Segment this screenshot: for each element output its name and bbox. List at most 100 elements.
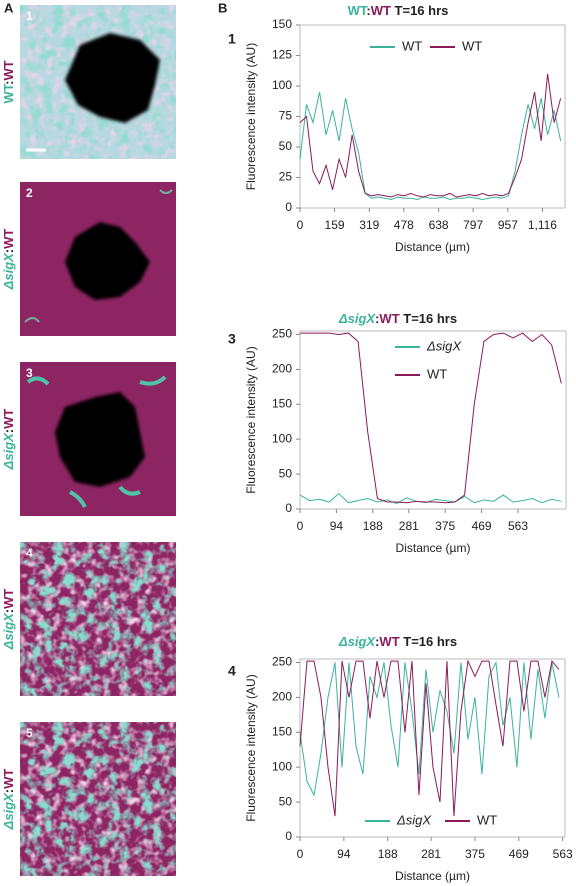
image-texture: [20, 722, 176, 876]
x-axis-title: Distance (µm): [396, 541, 471, 555]
y-tick-label: 0: [285, 501, 292, 515]
text-part: :: [1, 789, 16, 793]
legend-label: ΔsigX: [396, 812, 432, 827]
x-tick-label: 0: [297, 847, 304, 861]
x-tick-label: 94: [337, 847, 351, 861]
y-axis-title: Fluorescence intensity (AU): [244, 43, 258, 190]
x-axis-title: Distance (µm): [395, 240, 470, 254]
x-tick-label: 281: [399, 519, 419, 533]
x-tick-label: 638: [429, 218, 449, 232]
text-part: ΔsigX: [1, 612, 16, 651]
y-tick-label: 100: [272, 759, 292, 773]
plot-frame: [299, 658, 566, 838]
plot-frame: [299, 330, 567, 510]
x-tick-label: 563: [553, 847, 573, 861]
image-label: ΔsigX:WT: [1, 229, 16, 291]
panel-label: 3: [228, 331, 236, 347]
text-part: WT: [348, 3, 368, 18]
image-number: 5: [26, 726, 33, 740]
legend-label: WT: [477, 812, 497, 827]
y-tick-label: 150: [272, 724, 292, 738]
x-tick-label: 159: [325, 218, 345, 232]
dark-region: [55, 392, 145, 487]
text-part: WT: [379, 311, 399, 326]
x-tick-label: 319: [359, 218, 379, 232]
image-number: 2: [26, 186, 33, 200]
y-tick-label: 50: [279, 139, 293, 153]
chart-title: ΔsigX:WT T=16 hrs: [338, 634, 457, 649]
x-tick-label: 1,116: [528, 218, 557, 232]
text-part: WT: [1, 83, 16, 103]
text-part: T=16 hrs: [400, 311, 457, 326]
legend-label: WT: [462, 38, 482, 53]
y-tick-label: 75: [279, 109, 293, 123]
y-tick-label: 0: [285, 200, 292, 214]
image-number: 4: [26, 546, 33, 560]
image-number: 3: [26, 366, 33, 380]
text-part: :: [1, 609, 16, 613]
image-column: A B 1WT:WT2ΔsigX:WT3ΔsigX:WT4ΔsigX:WT5Δs…: [1, 0, 227, 876]
y-axis-title: Fluorescence intensity (AU): [244, 346, 258, 493]
y-tick-label: 125: [272, 48, 292, 62]
text-part: WT: [379, 634, 399, 649]
dark-region: [65, 222, 150, 300]
legend-label: WT: [402, 38, 422, 53]
cell-cluster: [24, 189, 173, 323]
chart: ΔsigX:WT T=16 hrs 3 Fluorescence intensity…: [228, 311, 567, 555]
text-part: WT: [371, 3, 391, 18]
dark-region: [65, 33, 160, 123]
cell-cluster: [26, 375, 167, 508]
x-tick-label: 94: [330, 519, 344, 533]
x-tick-label: 375: [465, 847, 485, 861]
y-tick-label: 25: [279, 170, 293, 184]
text-part: T=16 hrs: [400, 634, 457, 649]
text-part: WT: [1, 589, 16, 609]
data-line: [299, 91, 562, 200]
y-tick-label: 50: [279, 794, 293, 808]
panel-label: 1: [228, 31, 236, 47]
data-line: [299, 660, 560, 797]
y-tick-label: 100: [272, 78, 292, 92]
y-tick-label: 50: [279, 466, 293, 480]
x-tick-label: 281: [421, 847, 441, 861]
text-part: :: [375, 634, 379, 649]
x-tick-label: 469: [509, 847, 529, 861]
micrograph: 5: [20, 722, 176, 876]
x-tick-label: 188: [363, 519, 383, 533]
panel-label: A: [4, 0, 14, 15]
micrograph: 3: [20, 362, 176, 516]
x-axis-title: Distance (µm): [395, 869, 470, 883]
text-part: :: [375, 311, 379, 326]
x-tick-label: 478: [394, 218, 414, 232]
x-tick-label: 375: [435, 519, 455, 533]
text-part: WT: [1, 60, 16, 80]
image-number: 1: [26, 9, 33, 23]
y-tick-label: 100: [272, 431, 292, 445]
y-tick-label: 200: [272, 362, 292, 376]
text-part: :: [1, 429, 16, 433]
x-tick-label: 0: [297, 218, 304, 232]
chart-title: WT:WT T=16 hrs: [348, 3, 449, 18]
data-line: [300, 332, 562, 504]
text-part: :: [1, 249, 16, 253]
data-line: [299, 492, 562, 504]
image-label: WT:WT: [1, 60, 16, 103]
micrograph: 1: [20, 5, 176, 159]
text-part: ΔsigX: [1, 252, 16, 291]
text-part: WT: [1, 409, 16, 429]
x-tick-label: 0: [297, 519, 304, 533]
x-tick-label: 957: [498, 218, 518, 232]
text-part: T=16 hrs: [391, 3, 448, 18]
y-tick-label: 250: [272, 655, 292, 669]
text-part: ΔsigX: [1, 432, 16, 471]
y-tick-label: 150: [272, 17, 292, 31]
data-line: [299, 659, 560, 817]
text-part: :: [366, 3, 370, 18]
image-label: ΔsigX:WT: [1, 409, 16, 471]
text-part: ΔsigX: [338, 311, 377, 326]
y-tick-label: 250: [272, 327, 292, 341]
image-label: ΔsigX:WT: [1, 589, 16, 651]
